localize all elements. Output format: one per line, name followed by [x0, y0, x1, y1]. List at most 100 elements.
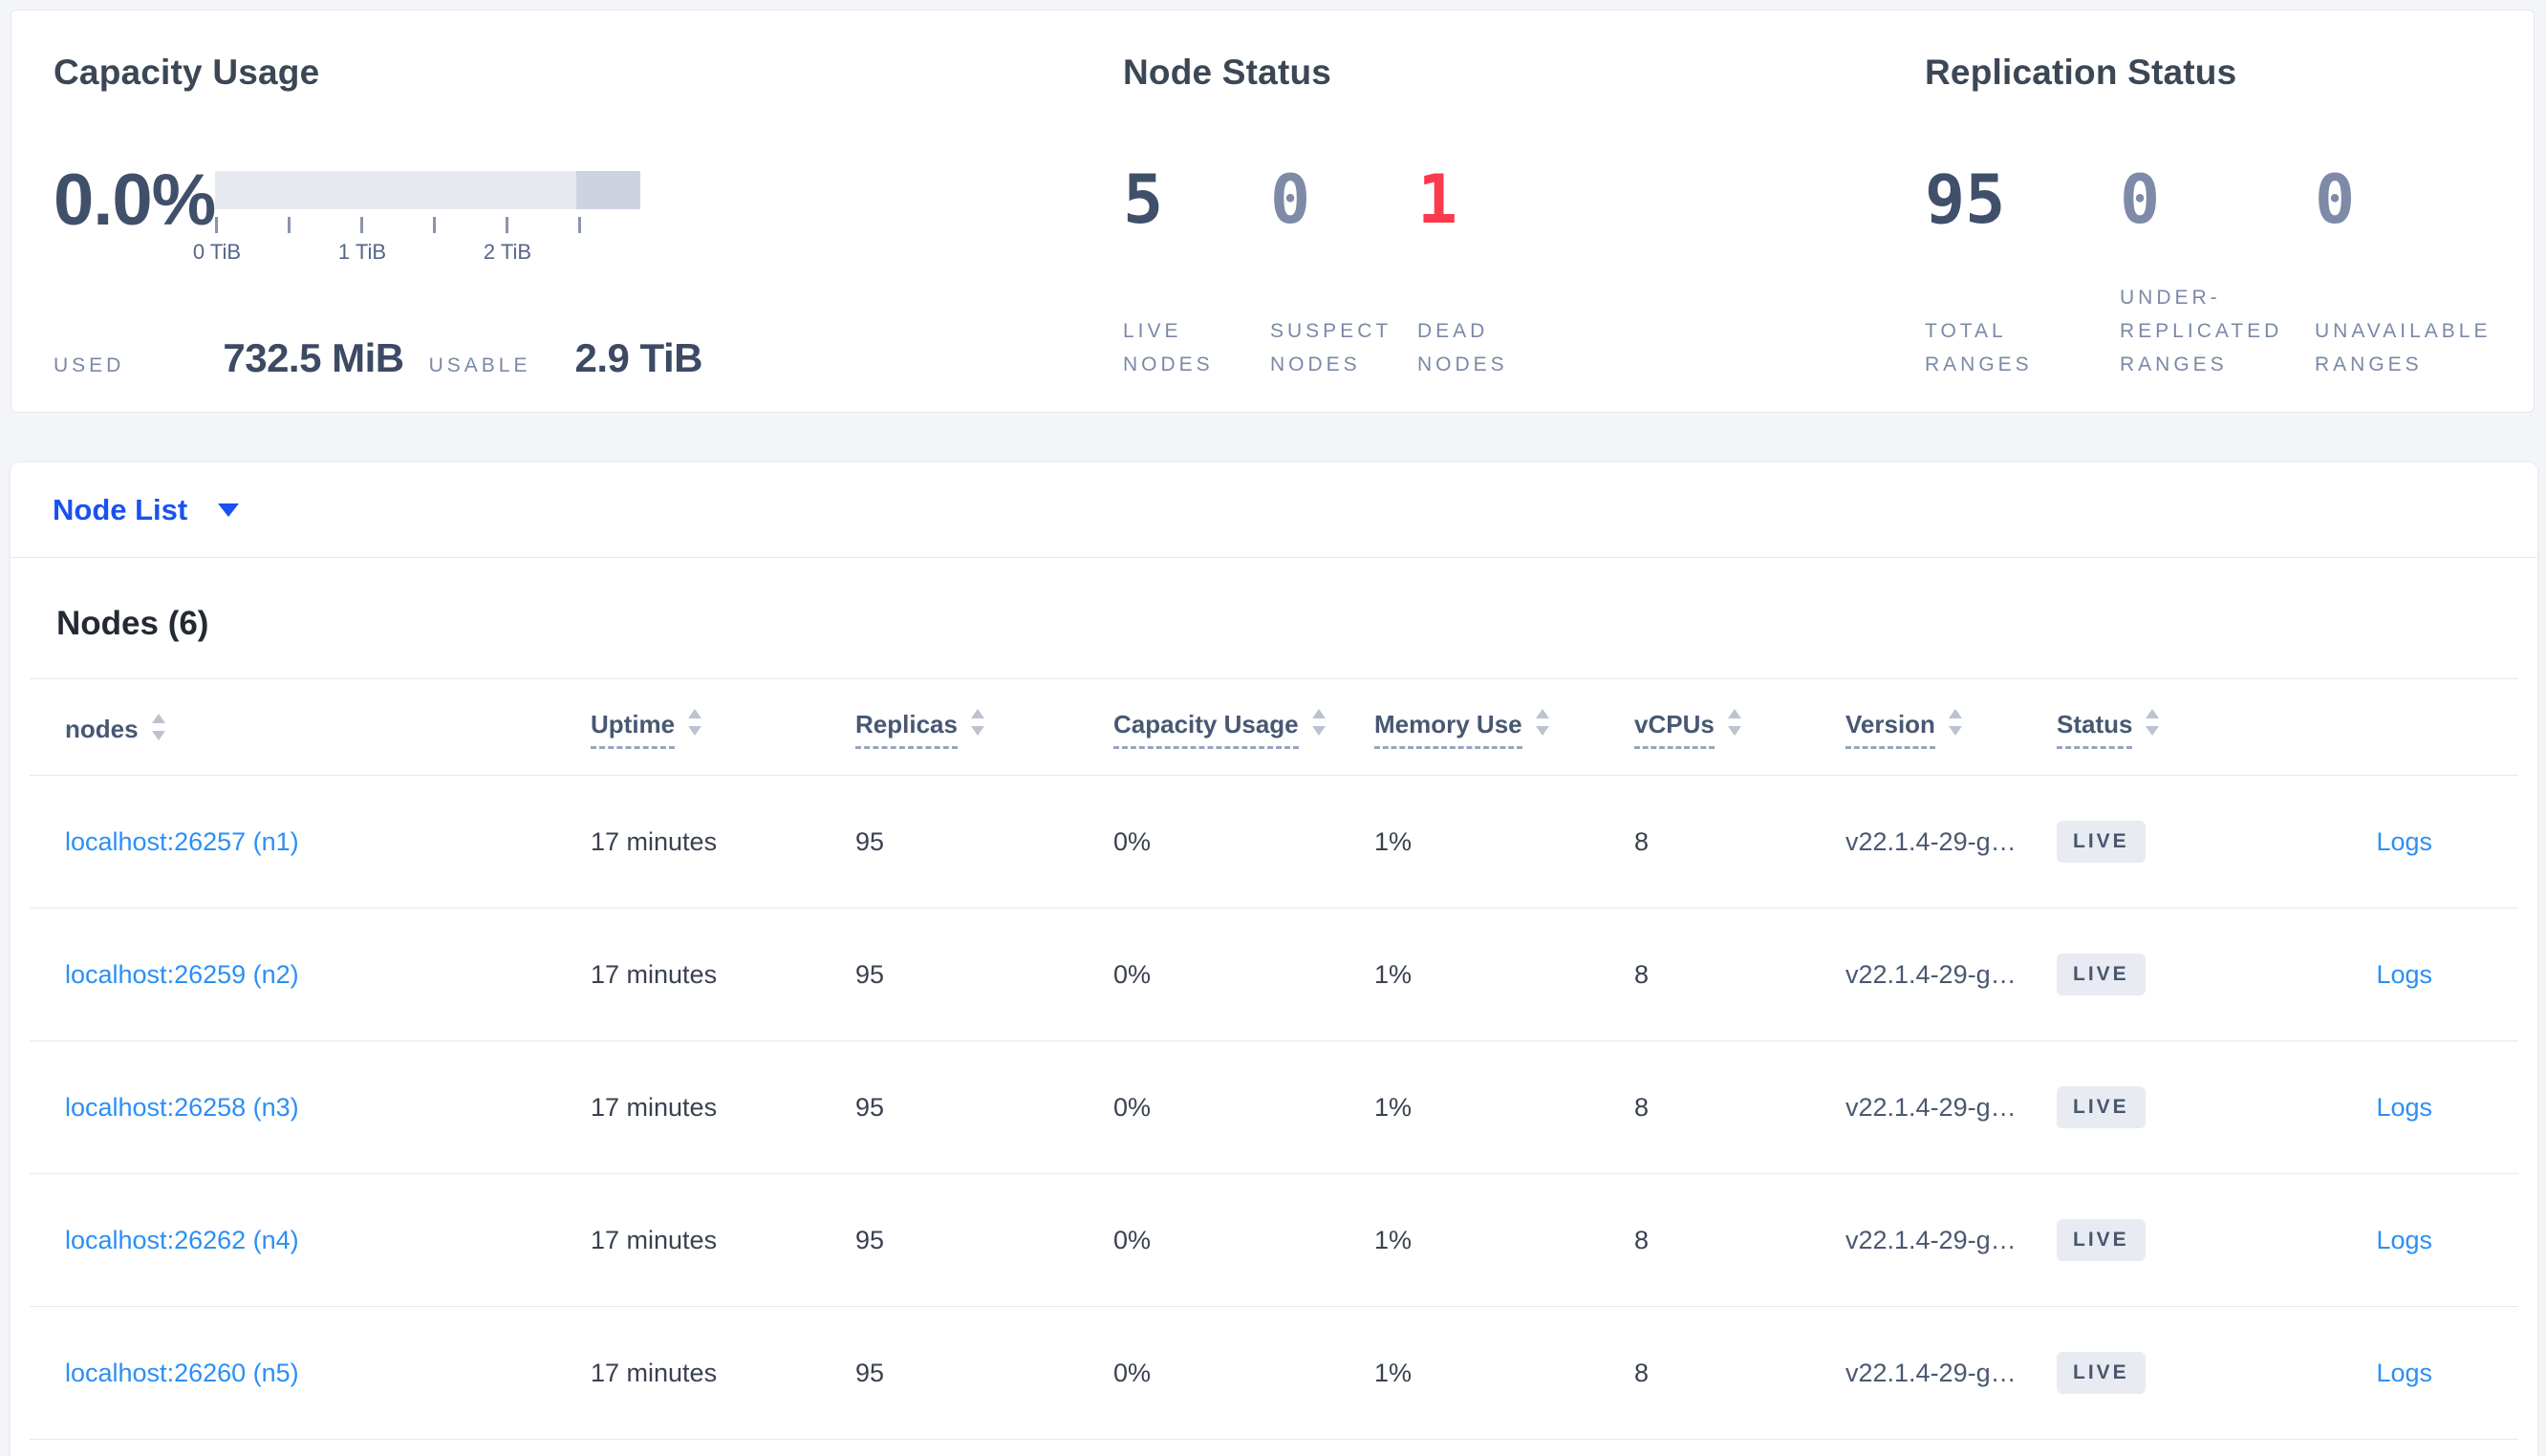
vcpus-cell: 8 — [1634, 826, 1650, 856]
node-link[interactable]: localhost:26258 (n3) — [65, 1092, 299, 1122]
capacity-bar — [215, 171, 640, 209]
sort-icon — [1311, 706, 1326, 739]
vcpus-cell: 8 — [1634, 1358, 1650, 1387]
node-status-title: Node Status — [1123, 53, 1332, 92]
capacity-bar-tail — [576, 171, 640, 209]
axis-tick — [288, 217, 291, 233]
sort-icon — [151, 711, 165, 743]
status-cell: LIVE — [2057, 1307, 2305, 1440]
replication-labels: TOTAL RANGES UNDER-REPLICATED RANGES UNA… — [1925, 281, 2510, 381]
vcpus-cell: 8 — [1634, 1225, 1650, 1254]
live-nodes-label: LIVE NODES — [1123, 320, 1214, 375]
under-replicated-ranges-value: 0 — [2120, 161, 2161, 239]
column-header-version[interactable]: Version — [1845, 679, 2057, 776]
capacity-bar-chart: 0 TiB 1 TiB 2 TiB — [193, 171, 640, 267]
column-header-replicas[interactable]: Replicas — [855, 679, 1113, 776]
vcpus-cell: 8 — [1634, 959, 1650, 989]
unavailable-ranges-value: 0 — [2315, 161, 2356, 239]
node-link[interactable]: localhost:26257 (n1) — [65, 826, 299, 856]
logs-link[interactable]: Logs — [2376, 959, 2432, 989]
capacity-usage-cell: 0% — [1113, 1358, 1152, 1387]
capacity-usage-breakdown: USED 732.5 MiB USABLE 2.9 TiB — [54, 335, 702, 381]
table-row: localhost:26260 (n5) 17 minutes 95 0% 1%… — [30, 1307, 2518, 1440]
nodes-table: nodes Uptime Replicas Capacity Usage Mem… — [30, 678, 2518, 1440]
node-status-section: Node Status 5 0 1 LIVE NODES SUSPECT NOD… — [1123, 11, 1888, 412]
column-header-logs — [2305, 679, 2518, 776]
axis-label: 0 TiB — [192, 240, 242, 264]
memory-use-cell: 1% — [1374, 1225, 1413, 1254]
view-selector-bar: Node List — [11, 462, 2537, 558]
capacity-usage-cell: 0% — [1113, 1225, 1152, 1254]
usable-label: USABLE — [428, 354, 531, 376]
suspect-nodes-value: 0 — [1270, 161, 1311, 239]
status-cell: LIVE — [2057, 776, 2305, 909]
column-header-status[interactable]: Status — [2057, 679, 2305, 776]
axis-tick — [433, 217, 436, 233]
logs-link[interactable]: Logs — [2376, 1358, 2432, 1387]
table-header-row: nodes Uptime Replicas Capacity Usage Mem… — [30, 678, 2518, 776]
capacity-percent-value: 0.0% — [54, 160, 216, 241]
capacity-usage-title: Capacity Usage — [54, 53, 320, 92]
replicas-cell: 95 — [855, 959, 885, 989]
node-link[interactable]: localhost:26259 (n2) — [65, 959, 299, 989]
replication-values: 95 0 0 — [1925, 161, 2510, 239]
axis-label: 1 TiB — [337, 240, 387, 264]
version-cell: v22.1.4-29-g… — [1845, 1225, 2017, 1254]
logs-link[interactable]: Logs — [2376, 1225, 2432, 1254]
status-cell: LIVE — [2057, 1041, 2305, 1174]
status-cell: LIVE — [2057, 1174, 2305, 1307]
replicas-cell: 95 — [855, 1225, 885, 1254]
replication-status-title: Replication Status — [1925, 53, 2237, 92]
replicas-cell: 95 — [855, 826, 885, 856]
column-header-memory-use[interactable]: Memory Use — [1374, 679, 1634, 776]
column-header-vcpus[interactable]: vCPUs — [1634, 679, 1845, 776]
version-cell: v22.1.4-29-g… — [1845, 826, 2017, 856]
axis-tick — [578, 217, 581, 233]
status-badge: LIVE — [2057, 1352, 2146, 1394]
node-status-values: 5 0 1 — [1123, 161, 1564, 239]
status-badge: LIVE — [2057, 1086, 2146, 1128]
logs-link[interactable]: Logs — [2376, 826, 2432, 856]
memory-use-cell: 1% — [1374, 1358, 1413, 1387]
suspect-nodes-label: SUSPECT NODES — [1270, 320, 1392, 375]
capacity-usage-cell: 0% — [1113, 826, 1152, 856]
version-cell: v22.1.4-29-g… — [1845, 1092, 2017, 1122]
uptime-cell: 17 minutes — [591, 959, 718, 989]
logs-cell: Logs — [2305, 1041, 2518, 1174]
column-header-nodes[interactable]: nodes — [30, 679, 591, 776]
dead-nodes-label: DEAD NODES — [1417, 320, 1508, 375]
chevron-down-icon[interactable] — [218, 503, 240, 517]
logs-link[interactable]: Logs — [2376, 1092, 2432, 1122]
node-address-cell: localhost:26259 (n2) — [30, 909, 591, 1041]
node-link[interactable]: localhost:26262 (n4) — [65, 1225, 299, 1254]
dead-nodes-value: 1 — [1417, 161, 1458, 239]
capacity-usage-section: Capacity Usage 0.0% — [54, 11, 1095, 412]
sort-icon — [1727, 706, 1741, 739]
sort-icon — [2146, 706, 2160, 739]
total-ranges-label: TOTAL RANGES — [1925, 320, 2033, 375]
uptime-cell: 17 minutes — [591, 826, 718, 856]
node-address-cell: localhost:26257 (n1) — [30, 776, 591, 909]
vcpus-cell: 8 — [1634, 1092, 1650, 1122]
status-badge: LIVE — [2057, 953, 2146, 996]
capacity-metrics: 0.0% 0 TiB 1 TiB — [54, 160, 640, 267]
nodes-table-section: Nodes (6) nodes Uptime Replicas Capacity… — [11, 602, 2537, 1440]
node-address-cell: localhost:26262 (n4) — [30, 1174, 591, 1307]
node-link[interactable]: localhost:26260 (n5) — [65, 1358, 299, 1387]
used-value: 732.5 MiB — [223, 335, 404, 380]
axis-tick — [506, 217, 508, 233]
node-list-dropdown[interactable]: Node List — [53, 492, 188, 526]
column-header-capacity-usage[interactable]: Capacity Usage — [1113, 679, 1374, 776]
status-cell: LIVE — [2057, 909, 2305, 1041]
node-list-panel: Node List Nodes (6) nodes Uptime Replica… — [11, 462, 2537, 1456]
table-row: localhost:26257 (n1) 17 minutes 95 0% 1%… — [30, 776, 2518, 909]
column-header-uptime[interactable]: Uptime — [591, 679, 855, 776]
usable-value: 2.9 TiB — [574, 335, 703, 380]
under-replicated-ranges-label: UNDER-REPLICATED RANGES — [2120, 287, 2283, 375]
logs-cell: Logs — [2305, 909, 2518, 1041]
replicas-cell: 95 — [855, 1358, 885, 1387]
uptime-cell: 17 minutes — [591, 1092, 718, 1122]
sort-icon — [1535, 706, 1549, 739]
memory-use-cell: 1% — [1374, 826, 1413, 856]
